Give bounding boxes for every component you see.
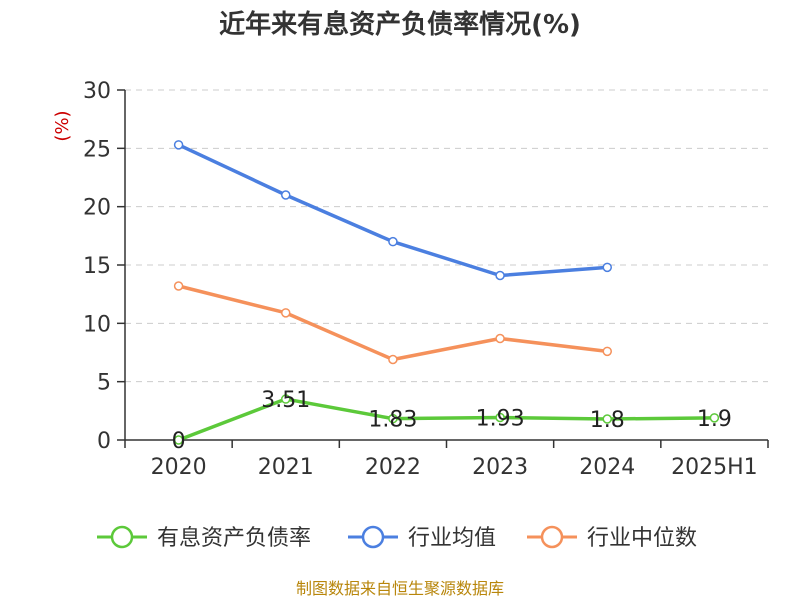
legend-label: 行业中位数 bbox=[587, 526, 697, 551]
legend-item[interactable]: 行业均值 bbox=[348, 525, 496, 551]
data-label: 3.51 bbox=[261, 388, 310, 413]
data-point bbox=[281, 308, 291, 318]
data-point bbox=[388, 354, 398, 365]
series-lines bbox=[173, 140, 720, 445]
data-point bbox=[602, 414, 612, 424]
data-point bbox=[602, 346, 612, 357]
data-point bbox=[173, 140, 184, 150]
series-2 bbox=[173, 281, 612, 365]
data-labels: 0 3.51 1.83 1.93 1.8 1.9 bbox=[172, 388, 732, 454]
data-point bbox=[495, 270, 505, 281]
y-tick-label: 10 bbox=[83, 312, 111, 337]
x-tick-label: 2024 bbox=[579, 455, 635, 480]
data-label: 1.9 bbox=[697, 407, 732, 432]
series-0 bbox=[173, 394, 720, 445]
data-label: 1.93 bbox=[476, 406, 525, 431]
series-line bbox=[178, 284, 608, 362]
x-tick-label: 2025H1 bbox=[671, 455, 758, 480]
legend-label: 行业均值 bbox=[408, 526, 496, 551]
data-label: 0 bbox=[172, 429, 186, 454]
series-line bbox=[177, 143, 608, 278]
y-tick-label: 25 bbox=[83, 137, 111, 162]
data-point bbox=[388, 236, 398, 247]
data-point bbox=[495, 333, 505, 344]
y-tick-label: 20 bbox=[83, 196, 111, 221]
series-1 bbox=[173, 140, 612, 281]
legend-marker bbox=[110, 525, 134, 549]
legend-marker bbox=[361, 525, 385, 549]
series-line bbox=[177, 397, 715, 442]
data-point bbox=[495, 412, 505, 423]
data-point bbox=[173, 435, 184, 445]
x-tick-label: 2022 bbox=[365, 455, 421, 480]
y-tick-label: 15 bbox=[83, 254, 111, 279]
y-tick-label: 30 bbox=[83, 79, 111, 104]
data-label: 1.8 bbox=[590, 408, 625, 433]
data-point bbox=[173, 281, 184, 291]
legend: 有息资产负债率 行业均值 行业中位数 bbox=[97, 525, 697, 551]
y-tick-label: 0 bbox=[97, 429, 111, 454]
data-point bbox=[388, 413, 398, 424]
x-tick-label: 2020 bbox=[151, 455, 207, 480]
data-point bbox=[281, 190, 291, 200]
legend-marker bbox=[540, 525, 564, 549]
source-note: 制图数据来自恒生聚源数据库 bbox=[296, 579, 504, 598]
y-axis-unit: (%) bbox=[52, 110, 73, 141]
data-point bbox=[281, 394, 291, 404]
data-point bbox=[602, 262, 612, 273]
data-label: 1.83 bbox=[368, 408, 417, 433]
x-tick-label: 2021 bbox=[258, 455, 314, 480]
legend-item[interactable]: 行业中位数 bbox=[527, 525, 697, 551]
legend-item[interactable]: 有息资产负债率 bbox=[97, 525, 311, 551]
grid-lines bbox=[125, 89, 768, 383]
chart-title: 近年来有息资产负债率情况(%) bbox=[219, 9, 581, 40]
legend-label: 有息资产负债率 bbox=[157, 526, 311, 551]
x-tick-label: 2023 bbox=[472, 455, 528, 480]
y-tick-label: 5 bbox=[97, 371, 111, 396]
axes: 0 5 10 15 20 25 30 2020 2021 2022 2023 2024 2025H1 bbox=[83, 79, 769, 480]
data-point bbox=[709, 413, 720, 423]
